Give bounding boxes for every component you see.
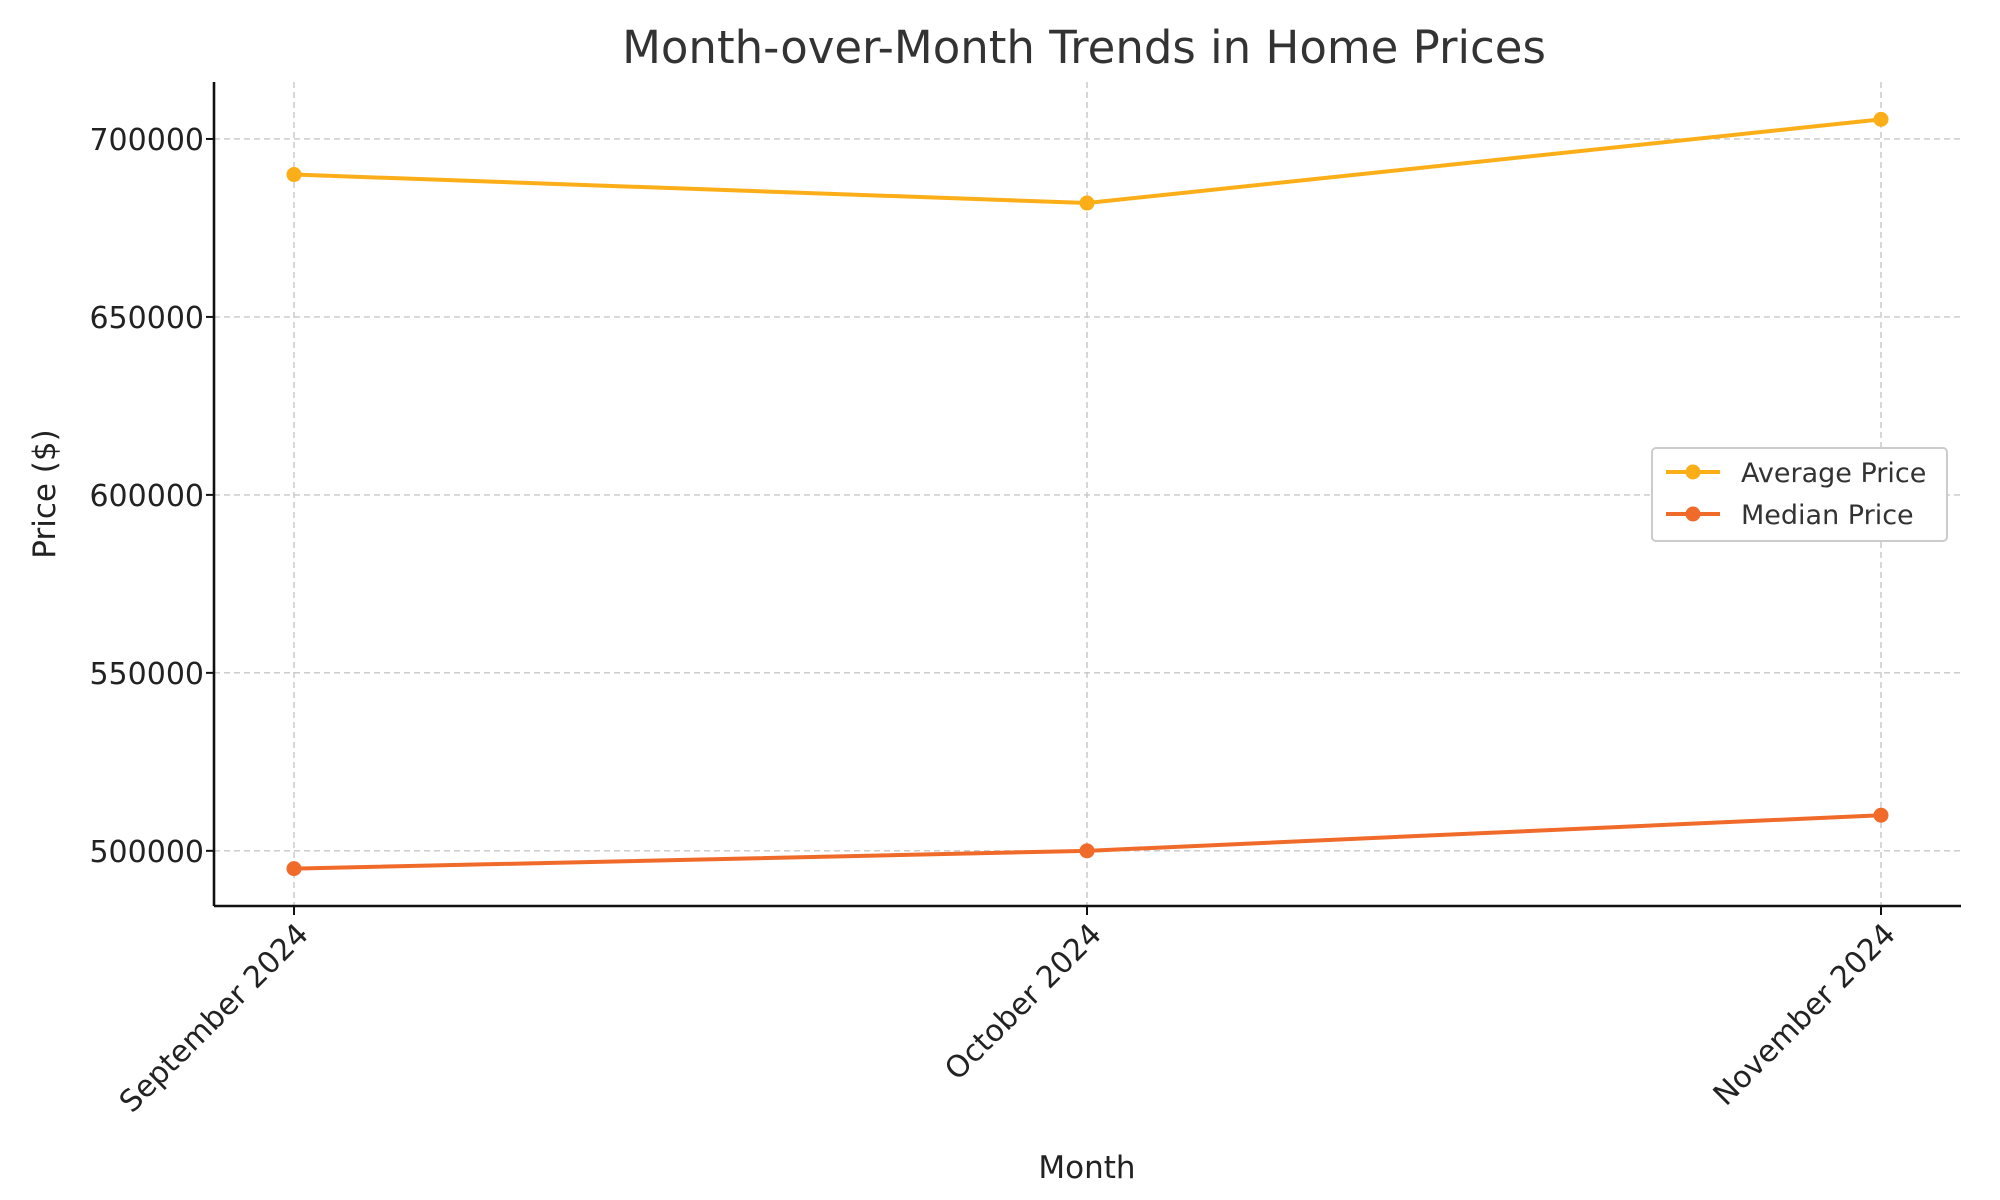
legend-swatch-marker (1685, 506, 1701, 522)
grid (214, 82, 1961, 906)
legend-swatch-marker (1685, 464, 1701, 480)
y-ticks: 500000 550000 600000 650000 700000 (89, 123, 214, 870)
data-point-average-price (286, 167, 302, 183)
y-tick-label: 600000 (89, 479, 204, 514)
legend-label: Average Price (1741, 458, 1926, 489)
x-axis-label: Month (1038, 1150, 1135, 1186)
x-tick-label: November 2024 (1707, 917, 1903, 1113)
series-layer (286, 111, 1889, 877)
legend: Average Price Median Price (1651, 447, 1948, 542)
y-axis-label: Price ($) (27, 429, 63, 558)
data-point-median-price (1873, 807, 1889, 823)
x-tick-label: September 2024 (113, 917, 316, 1120)
data-point-median-price (1079, 843, 1095, 859)
chart-title: Month-over-Month Trends in Home Prices (622, 21, 1546, 74)
legend-box (1651, 447, 1948, 542)
y-tick-label: 650000 (89, 301, 204, 336)
y-tick-label: 500000 (89, 835, 204, 870)
x-ticks: September 2024 October 2024 November 2024 (113, 906, 1903, 1120)
data-point-average-price (1079, 195, 1095, 211)
data-point-median-price (286, 861, 302, 877)
series-line-average-price (292, 117, 1883, 206)
x-tick-label: October 2024 (938, 917, 1108, 1087)
y-tick-label: 700000 (89, 123, 204, 158)
legend-label: Median Price (1741, 500, 1914, 531)
data-point-average-price (1873, 111, 1889, 127)
y-tick-label: 550000 (89, 657, 204, 692)
